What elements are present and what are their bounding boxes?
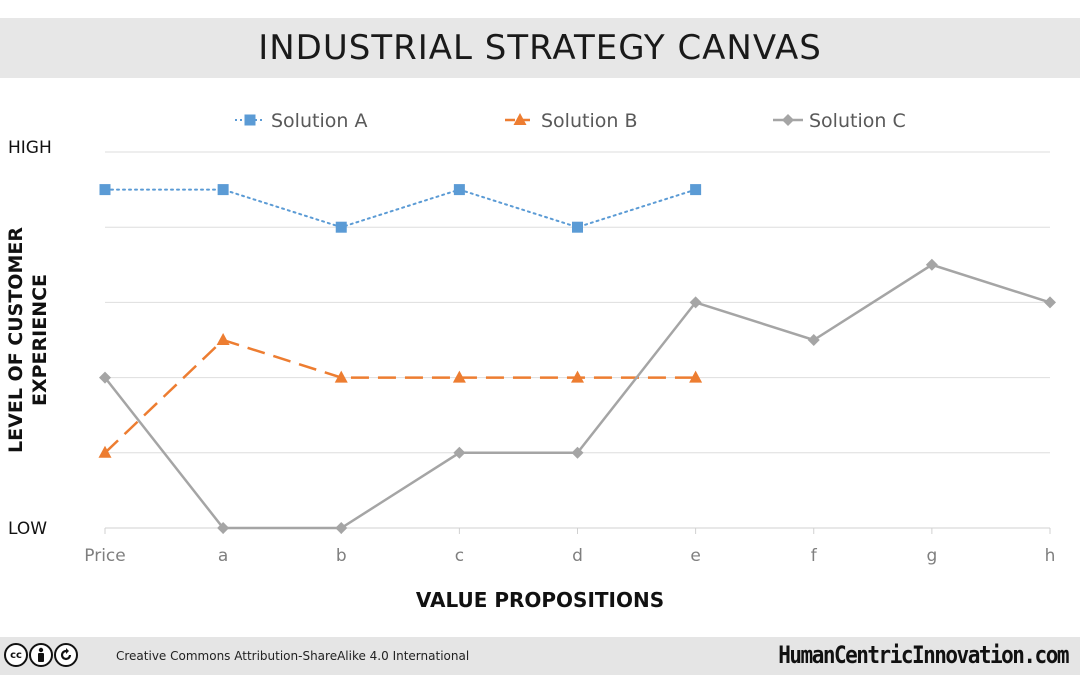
legend-marker-solution-c (782, 114, 794, 126)
solution-a-point (453, 184, 465, 196)
y-label-high: HIGH (8, 138, 52, 158)
y-axis-title-line: LEVEL OF CUSTOMER (5, 227, 27, 453)
x-tick-label: b (336, 546, 347, 566)
solution-b-point (689, 370, 703, 383)
x-tick-label: h (1045, 546, 1056, 566)
solution-b-point (216, 333, 230, 345)
solution-c-point (925, 258, 938, 271)
x-tick-label: a (218, 546, 228, 566)
solution-c-point (1044, 296, 1056, 309)
legend-marker-solution-b (513, 113, 527, 125)
y-axis-title: LEVEL OF CUSTOMER EXPERIENCE (5, 227, 51, 453)
solution-c-point (335, 522, 348, 534)
x-tick-label: c (455, 546, 464, 566)
y-label-low: LOW (8, 519, 47, 539)
x-axis-title: VALUE PROPOSITIONS (416, 588, 664, 612)
solution-c-point (689, 296, 702, 309)
strategy-canvas-chart: Price a b c d e f g h HIGH LOW LEVEL OF CUSTOMER EXP… (5, 110, 1056, 612)
solution-c-point (571, 446, 584, 459)
x-tick-label: g (926, 546, 937, 566)
legend-marker-solution-a (244, 114, 256, 126)
solution-c-line (104, 263, 1051, 530)
solution-c-point (99, 371, 111, 384)
license-text: Creative Commons Attribution-ShareAlike … (116, 649, 470, 663)
y-axis-title-line: EXPERIENCE (29, 274, 51, 406)
x-tick-label: e (690, 546, 700, 566)
by-icon (29, 643, 53, 667)
title-bar: INDUSTRIAL STRATEGY CANVAS (0, 18, 1080, 78)
solution-b-point (452, 370, 466, 383)
solution-c-point (807, 334, 820, 346)
solution-b-line (104, 338, 696, 454)
solution-a-point (572, 221, 583, 233)
x-tick-label: f (811, 546, 818, 566)
sa-icon (54, 643, 78, 667)
site-link[interactable]: HumanCentricInnovation.com (778, 641, 1069, 669)
footer: cc Creative Commons Attribution-ShareAli… (0, 637, 1080, 675)
page-title: INDUSTRIAL STRATEGY CANVAS (258, 28, 822, 68)
solution-a-point (690, 184, 702, 196)
solution-a-point (99, 184, 111, 196)
solution-c-point (453, 446, 466, 459)
x-tick-label: d (572, 546, 583, 566)
solution-a-point (335, 221, 347, 233)
license-icons: cc (4, 643, 78, 667)
legend-label-solution-a: Solution A (271, 110, 367, 132)
x-tick-label: Price (84, 546, 125, 566)
solution-a-line (104, 188, 697, 229)
solution-b-point (334, 370, 348, 383)
solution-b-point (98, 445, 112, 458)
solution-b-point (571, 370, 584, 383)
legend-label-solution-c: Solution C (809, 110, 906, 132)
legend-label-solution-b: Solution B (541, 110, 637, 132)
cc-icon: cc (4, 643, 28, 667)
solution-a-point (217, 184, 229, 196)
solution-c-point (217, 522, 230, 534)
